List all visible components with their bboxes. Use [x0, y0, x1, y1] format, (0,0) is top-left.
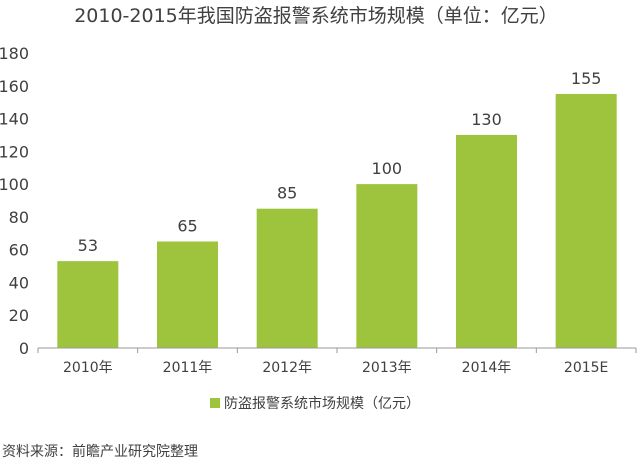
bar	[456, 134, 517, 348]
bar	[356, 184, 418, 348]
legend-label: 防盗报警系统市场规模（亿元）	[224, 395, 420, 412]
x-tick-label: 2012年	[262, 360, 312, 376]
x-tick-label: 2014年	[462, 360, 512, 376]
y-tick-label: 40	[9, 273, 29, 292]
data-labels: 53 65 85 100 130 155	[78, 69, 602, 255]
y-tick-label: 160	[0, 77, 29, 96]
y-tick-label: 60	[9, 241, 29, 260]
y-tick-label: 80	[9, 208, 29, 227]
y-tick-label: 0	[19, 339, 29, 358]
data-label: 65	[177, 216, 197, 235]
data-label: 130	[471, 110, 502, 129]
x-tick-label: 2011年	[163, 360, 213, 376]
y-tick-label: 120	[0, 142, 29, 161]
bar	[256, 208, 318, 348]
y-tick-label: 100	[0, 175, 29, 194]
bar	[555, 93, 617, 348]
x-tick-label: 2015E	[564, 360, 608, 376]
chart-title: 2010-2015年我国防盗报警系统市场规模（单位：亿元）	[74, 5, 558, 27]
legend-swatch	[210, 398, 220, 408]
source-note: 资料来源：前瞻产业研究院整理	[2, 443, 198, 460]
y-axis: 0 20 40 60 80 100 120 140 160 180	[0, 44, 29, 358]
legend: 防盗报警系统市场规模（亿元）	[210, 395, 420, 412]
x-tick-label: 2013年	[362, 360, 412, 376]
y-tick-label: 140	[0, 110, 29, 129]
y-tick-label: 20	[9, 306, 29, 325]
data-label: 100	[372, 159, 403, 178]
data-label: 85	[277, 184, 297, 203]
bar	[57, 261, 119, 348]
bar	[157, 241, 218, 348]
data-label: 155	[571, 69, 602, 88]
x-axis: 2010年 2011年 2012年 2013年 2014年 2015E	[37, 347, 637, 376]
data-label: 53	[78, 236, 98, 255]
y-tick-label: 180	[0, 44, 29, 63]
bars	[57, 93, 617, 348]
x-tick-label: 2010年	[63, 360, 113, 376]
